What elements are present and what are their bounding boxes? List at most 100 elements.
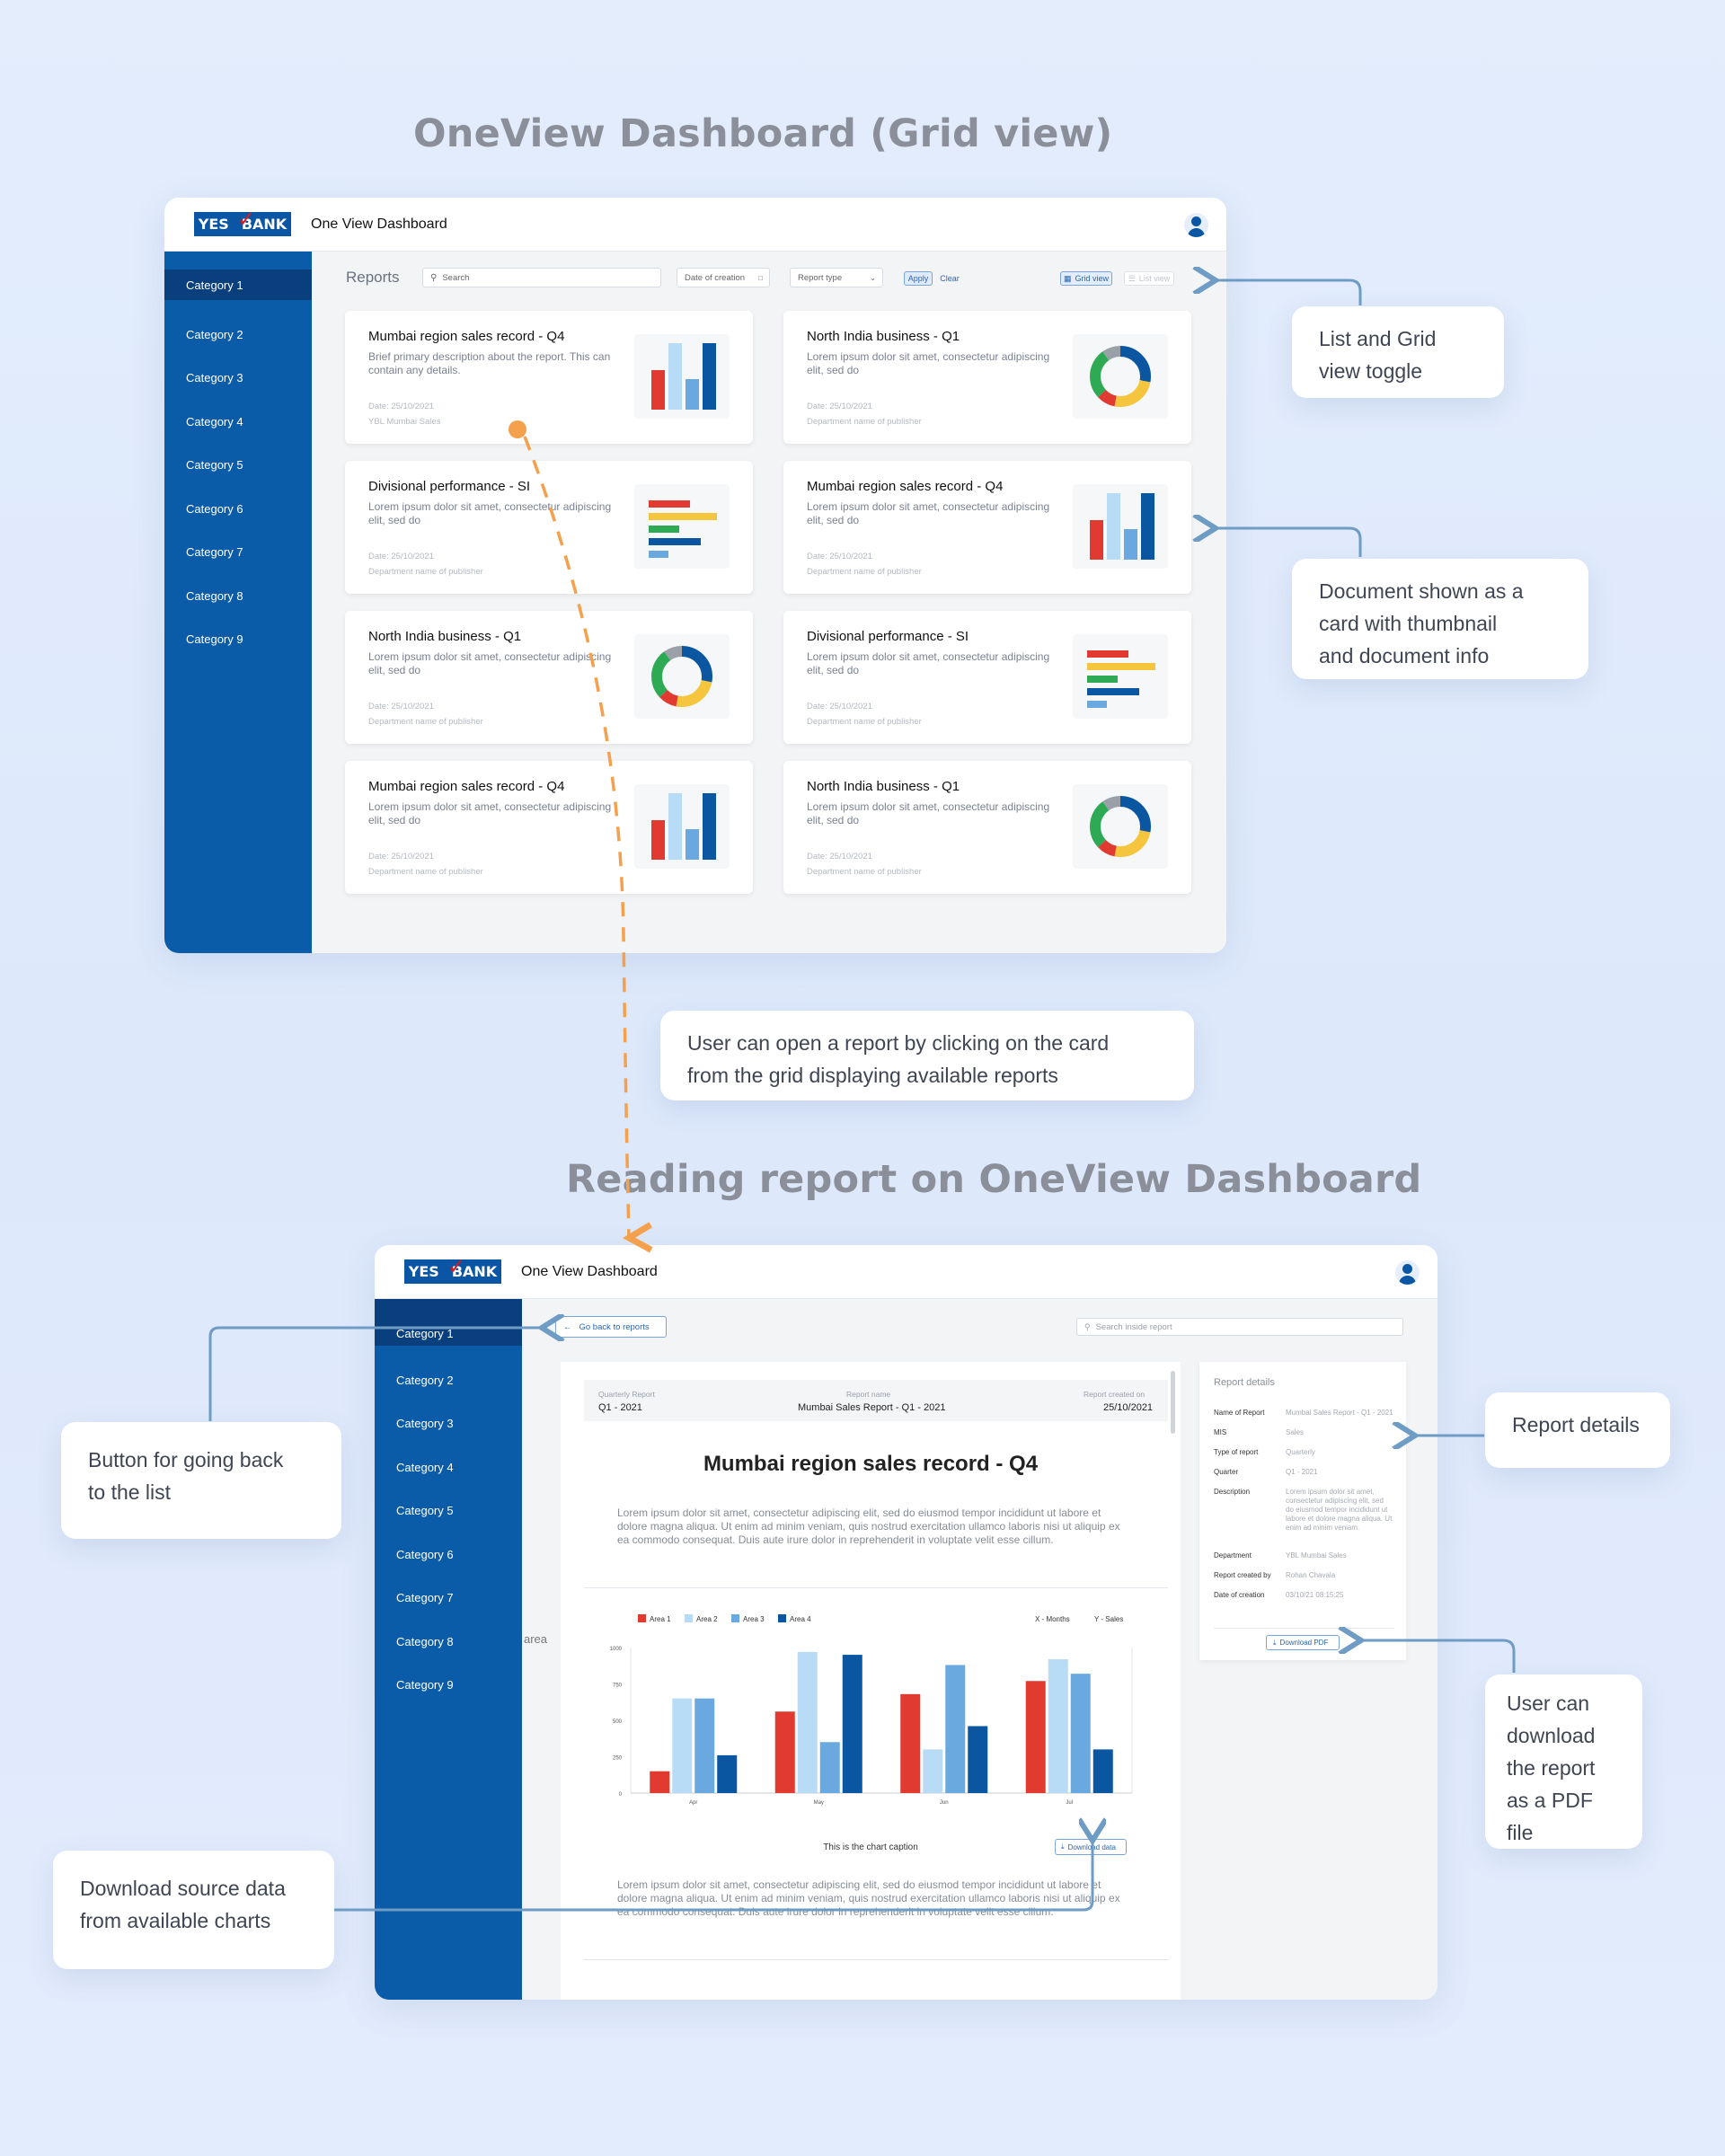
download-pdf-button[interactable]: ⤓ Download PDF	[1266, 1635, 1340, 1650]
date-filter-select[interactable]: Date of creation □	[677, 268, 770, 287]
report-card[interactable]: North India business - Q1 Lorem ipsum dol…	[345, 611, 753, 744]
detail-label: MIS	[1214, 1428, 1227, 1436]
report-card[interactable]: Mumbai region sales record - Q4 Lorem ips…	[783, 461, 1191, 594]
card-description: Lorem ipsum dolor sit amet, consectetur …	[368, 800, 612, 826]
sidebar-item-category-6[interactable]: Category 6	[186, 501, 243, 516]
detail-value: Rohan Chavala	[1286, 1571, 1336, 1579]
sidebar-item-category-8[interactable]: Category 8	[396, 1634, 454, 1648]
sidebar-item-category-9[interactable]: Category 9	[396, 1678, 454, 1692]
x-tick-label: Jun	[940, 1800, 949, 1806]
card-description: Lorem ipsum dolor sit amet, consectetur …	[368, 500, 612, 526]
callout-go-back: Button for going back to the list	[61, 1422, 341, 1539]
card-department: Department name of publisher	[807, 417, 922, 427]
card-department: Department name of publisher	[807, 867, 922, 877]
sidebar-item-category-5[interactable]: Category 5	[396, 1504, 454, 1518]
y-tick-label: 250	[613, 1756, 623, 1762]
chart-bar	[1092, 1749, 1113, 1793]
detail-label: Name of Report	[1214, 1409, 1265, 1417]
divider	[584, 1587, 1168, 1588]
detail-label: Type of report	[1214, 1448, 1259, 1456]
card-department: Department name of publisher	[807, 717, 922, 727]
detail-label: Description	[1214, 1488, 1251, 1496]
detail-label: Department	[1214, 1551, 1252, 1560]
sidebar-item-category-8[interactable]: Category 8	[186, 588, 243, 603]
report-paragraph-1: Lorem ipsum dolor sit amet, consectetur …	[617, 1507, 1120, 1546]
sidebar-item-category-9[interactable]: Category 9	[186, 632, 243, 647]
yes-bank-logo[interactable]: YES ✓ BANK	[404, 1254, 501, 1284]
sidebar-item-category-4[interactable]: Category 4	[396, 1460, 454, 1474]
sidebar-item-category-5[interactable]: Category 5	[186, 458, 243, 473]
chart-bar	[968, 1726, 988, 1793]
overlay-area-label: area	[524, 1632, 548, 1646]
card-department: Department name of publisher	[368, 567, 483, 577]
reading-view-title: Reading report on OneView Dashboard	[566, 1157, 1422, 1202]
app-title: One View Dashboard	[521, 1263, 658, 1279]
go-back-button[interactable]: ← Go back to reports	[555, 1316, 667, 1338]
chart-bar	[1070, 1674, 1091, 1793]
sidebar-item-category-2[interactable]: Category 2	[186, 327, 243, 341]
report-card[interactable]: North India business - Q1 Lorem ipsum dol…	[783, 761, 1191, 894]
grid-icon: ▦	[1063, 273, 1072, 283]
clear-button[interactable]: Clear	[940, 274, 960, 283]
yes-bank-logo[interactable]: YES ✓ BANK	[194, 207, 291, 236]
donut-chart-thumbnail-icon	[1073, 334, 1168, 419]
apply-button[interactable]: Apply	[904, 271, 933, 286]
chart-bar	[797, 1651, 818, 1793]
sidebar-item-category-3[interactable]: Category 3	[396, 1417, 454, 1431]
card-description: Lorem ipsum dolor sit amet, consectetur …	[807, 650, 1050, 676]
card-title: Divisional performance - SI	[807, 629, 969, 644]
y-tick-label: 500	[613, 1719, 623, 1725]
card-title: North India business - Q1	[368, 629, 522, 644]
grid-view-toggle[interactable]: ▦ Grid view	[1060, 271, 1112, 286]
report-card[interactable]: Mumbai region sales record - Q4 Lorem ips…	[345, 761, 753, 894]
card-date: Date: 25/10/2021	[368, 702, 434, 711]
chart-bar	[717, 1754, 738, 1793]
user-avatar-icon[interactable]	[1395, 1260, 1420, 1285]
grid-view-window: YES ✓ BANK One View Dashboard Category 1…	[164, 198, 1226, 953]
search-icon: ⚲	[430, 272, 438, 283]
reports-heading: Reports	[346, 269, 400, 286]
sidebar-item-category-1[interactable]: Category 1	[164, 270, 312, 300]
divider	[1214, 1628, 1393, 1629]
card-department: Department name of publisher	[807, 567, 922, 577]
sidebar-item-category-4[interactable]: Category 4	[186, 414, 243, 429]
list-view-toggle[interactable]: ☰ List view	[1124, 271, 1174, 286]
card-date: Date: 25/10/2021	[368, 552, 434, 561]
user-avatar-icon[interactable]	[1184, 213, 1208, 237]
chart-bar	[819, 1742, 840, 1793]
list-icon: ☰	[1128, 273, 1136, 283]
card-title: North India business - Q1	[807, 779, 960, 794]
card-department: Department name of publisher	[368, 717, 483, 727]
sidebar-item-category-1[interactable]: Category 1	[375, 1299, 522, 1346]
chart-bar	[900, 1693, 921, 1793]
reports-content: Reports ⚲ Search Date of creation □ Repo…	[312, 252, 1226, 953]
search-input[interactable]: ⚲ Search	[422, 268, 661, 287]
sidebar-item-category-2[interactable]: Category 2	[396, 1373, 454, 1387]
report-card[interactable]: Divisional performance - SI Lorem ipsum d…	[345, 461, 753, 594]
x-tick-label: Jul	[1066, 1800, 1073, 1806]
document-scrollbar-thumb[interactable]	[1171, 1371, 1175, 1434]
report-card[interactable]: Divisional performance - SI Lorem ipsum d…	[783, 611, 1191, 744]
donut-chart-thumbnail-icon	[634, 634, 730, 719]
sidebar-item-category-6[interactable]: Category 6	[396, 1547, 454, 1561]
card-title: Mumbai region sales record - Q4	[368, 779, 565, 794]
sidebar-item-category-3[interactable]: Category 3	[186, 371, 243, 385]
calendar-icon: □	[758, 273, 763, 282]
report-type-select[interactable]: Report type ⌄	[790, 268, 883, 287]
sidebar-item-category-7[interactable]: Category 7	[396, 1591, 454, 1605]
sales-bar-chart: Area 1 Area 2 Area 3 Area 4 X - Months Y - Sa…	[610, 1614, 1133, 1806]
legend-swatch	[778, 1614, 786, 1622]
grid-view-title: OneView Dashboard (Grid view)	[413, 111, 1113, 156]
bar-chart-thumbnail-icon	[634, 334, 730, 419]
sidebar-item-category-7[interactable]: Category 7	[186, 545, 243, 560]
callout-card-info: Document shown as a card with thumbnail …	[1292, 559, 1588, 679]
search-inside-report-input[interactable]: ⚲ Search inside report	[1076, 1318, 1403, 1336]
logo-tick-mark: ✓	[447, 1254, 466, 1279]
report-paragraph-2: Lorem ipsum dolor sit amet, consectetur …	[617, 1878, 1120, 1918]
legend-label: Area 2	[696, 1615, 718, 1623]
report-card[interactable]: Mumbai region sales record - Q4 Brief pri…	[345, 311, 753, 444]
report-card[interactable]: North India business - Q1 Lorem ipsum dol…	[783, 311, 1191, 444]
card-date: Date: 25/10/2021	[807, 702, 872, 711]
logo-tick-mark: ✓	[237, 207, 256, 232]
download-data-button[interactable]: ⤓ Download data	[1055, 1839, 1127, 1855]
